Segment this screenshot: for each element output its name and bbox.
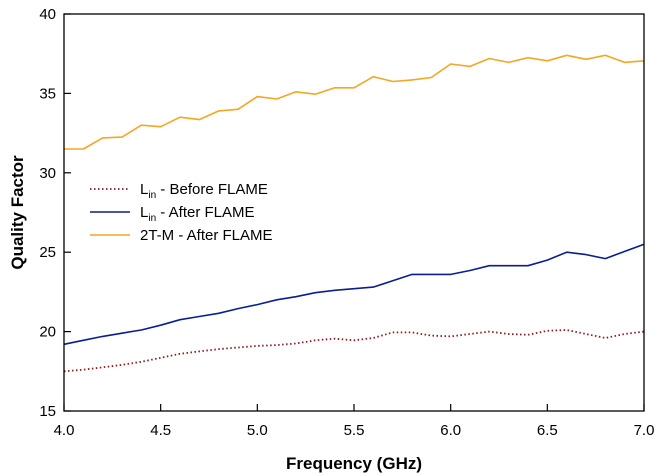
- series-layer: [63, 54, 645, 373]
- y-tick-label: 25: [39, 244, 56, 261]
- legend-label-0: Lin - Before FLAME: [140, 181, 268, 201]
- y-tick-label: 35: [39, 85, 56, 102]
- legend-label-subscript: in: [148, 190, 156, 201]
- x-tick-label: 5.0: [247, 422, 268, 439]
- ticks-layer: 4.0 4.5 5.0 5.5 6.0 6.5 7.0 15 20 25 30 35 40: [39, 6, 654, 439]
- y-tick-label: 20: [39, 324, 56, 341]
- legend-label-suffix: - After FLAME: [156, 204, 254, 221]
- legend-label-suffix: - Before FLAME: [156, 181, 268, 198]
- legend-label-main: L: [140, 204, 148, 221]
- x-tick-label: 5.5: [344, 422, 365, 439]
- y-tick-label: 15: [39, 403, 56, 420]
- legend-label-main: 2T-M - After FLAME: [140, 227, 273, 244]
- x-tick-label: 6.5: [537, 422, 558, 439]
- x-tick-label: 4.0: [54, 422, 75, 439]
- x-tick-label: 4.5: [150, 422, 171, 439]
- legend-label-subscript: in: [148, 213, 156, 224]
- legend-label-2: 2T-M - After FLAME: [140, 227, 273, 244]
- y-axis-title: Quality Factor: [8, 155, 27, 270]
- x-tick-label: 6.0: [440, 422, 461, 439]
- legend-label-main: L: [140, 181, 148, 198]
- y-tick-label: 30: [39, 165, 56, 182]
- legend-label-1: Lin - After FLAME: [140, 204, 255, 224]
- series-line-1: [63, 243, 645, 346]
- series-line-0: [63, 329, 645, 373]
- x-tick-label: 7.0: [634, 422, 655, 439]
- y-tick-label: 40: [39, 6, 56, 23]
- x-axis-title: Frequency (GHz): [286, 454, 422, 473]
- series-line-2: [64, 54, 645, 150]
